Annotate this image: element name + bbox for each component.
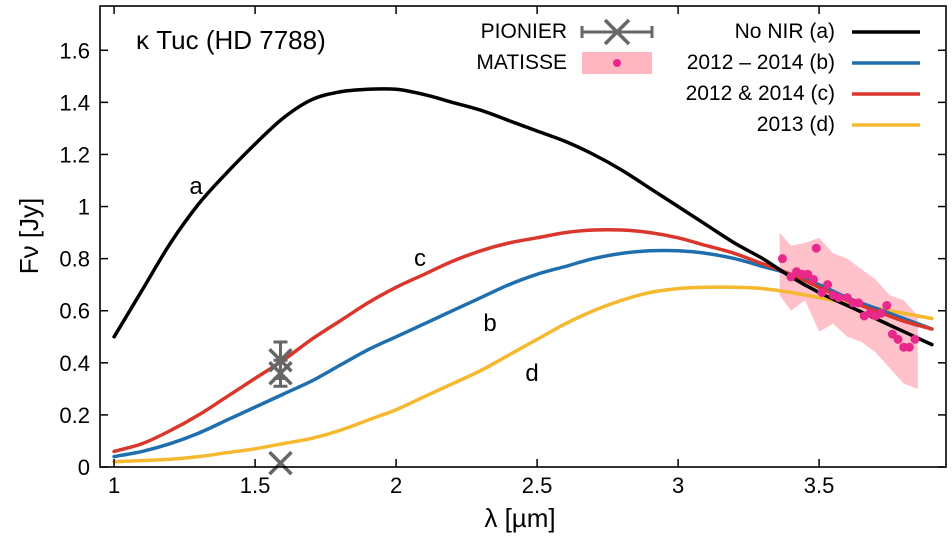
y-tick-label-1: 0.2 [59,403,90,428]
matisse-point-8 [823,280,833,290]
y-tick-label-3: 0.6 [59,299,90,324]
matisse-point-0 [777,254,787,264]
legend-pionier-cross-2 [603,18,631,46]
y-tick-label-2: 0.4 [59,351,90,376]
legend-marker-pionier [580,18,654,46]
x-tick-label-1: 1.5 [240,473,271,498]
matisse-uncertainty-band [779,232,918,389]
y-axis-label: Fν [Jy] [14,198,44,275]
matisse-point-6 [811,243,821,253]
plot-frame [99,5,947,468]
matisse-band-layer [779,232,918,389]
x-tick-label-3: 2.5 [522,473,553,498]
legend-label-b: 2012 – 2014 (b) [687,51,835,74]
curve-label-c: c [414,245,426,272]
legend-label-matisse: MATISSE [476,51,567,74]
y-tick-label-0: 0 [78,455,90,480]
x-tick-label-0: 1 [108,473,120,498]
matisse-point-22 [904,342,914,352]
pionier-points-layer [268,340,293,476]
matisse-point-5 [808,274,818,284]
matisse-point-17 [876,308,886,318]
matisse-point-20 [893,334,903,344]
y-tick-label-4: 0.8 [59,247,90,272]
y-tick-label-7: 1.4 [59,90,90,115]
legend-observations: PIONIER MATISSE [476,18,654,74]
axis-ticks-layer: 1 1.5 2 2.5 3 3.5 0 0.2 0.4 0.6 0.8 1 1.2 1.4 1.6 [59,6,946,498]
x-axis-label: λ [µm] [484,503,555,533]
legend-label-pionier: PIONIER [481,20,567,43]
x-tick-label-4: 3 [672,473,684,498]
matisse-point-18 [882,301,892,311]
matisse-point-7 [817,287,827,297]
matisse-point-13 [854,298,864,308]
curve-label-a: a [189,173,203,200]
legend-label-a: No NIR (a) [735,20,835,43]
y-tick-label-6: 1.2 [59,142,90,167]
legend-label-d: 2013 (d) [757,113,835,136]
matisse-point-10 [834,293,844,303]
legend-models: No NIR (a) 2012 – 2014 (b) 2012 & 2014 (… [686,20,920,136]
pionier-point-2-stroke-2 [268,450,293,476]
pionier-point-1-stroke-2 [268,360,293,386]
curve-label-b: b [483,310,496,337]
matisse-points-layer [777,243,920,352]
legend-matisse-point [613,59,621,67]
legend-label-c: 2012 & 2014 (c) [686,82,835,105]
chart-title: κ Tuc (HD 7788) [136,25,326,55]
x-tick-label-2: 2 [390,473,402,498]
series-line-d [112,285,934,464]
x-tick-label-5: 3.5 [804,473,835,498]
legend-marker-matisse [582,52,652,74]
y-tick-label-8: 1.6 [59,38,90,63]
curve-label-d: d [525,360,538,387]
matisse-point-23 [910,334,920,344]
y-tick-label-5: 1 [78,195,90,220]
